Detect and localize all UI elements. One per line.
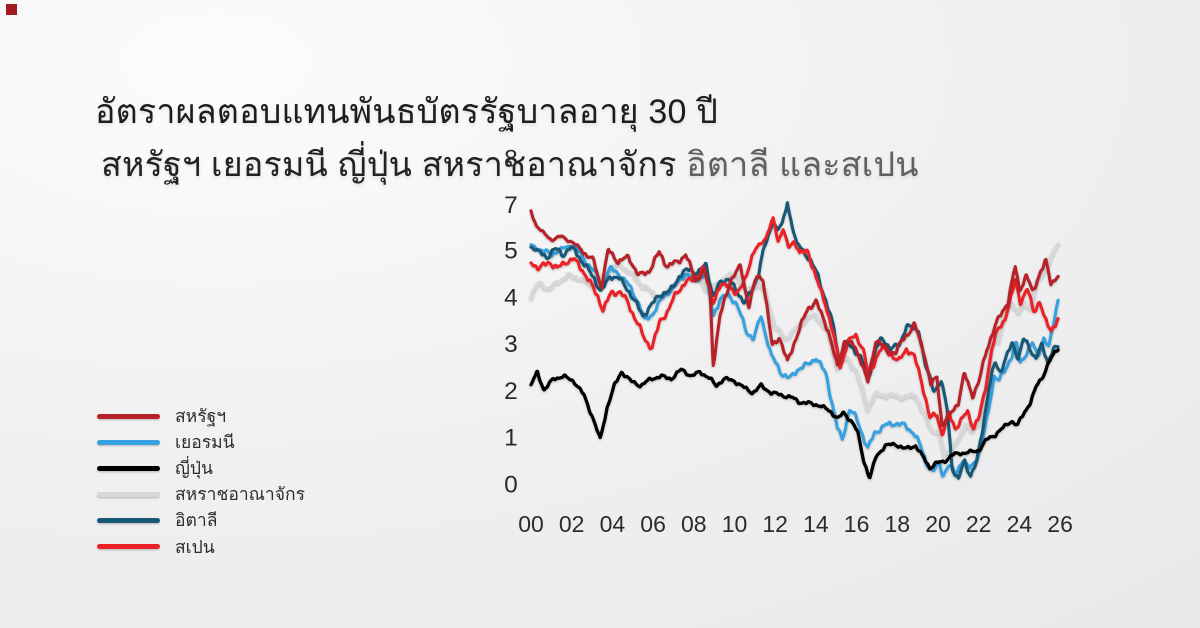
y-axis-tick-5: 5 [504,238,518,265]
x-axis-tick-14: 14 [803,511,829,537]
x-axis-tick-20: 20 [925,511,951,537]
legend-label-italy: อิตาลี [175,510,218,531]
legend-label-us: สหรัฐฯ [175,406,227,427]
legend-item-uk: สหราชอาณาจักร [97,481,305,507]
x-axis-tick-12: 12 [762,511,788,537]
legend-swatch-italy [97,517,160,523]
chart-subtitle: สหรัฐฯ เยอรมนี ญี่ปุ่น สหราชอาณาจักร อิต… [101,137,919,191]
legend-item-germany: เยอรมนี [97,429,305,455]
series-line-us [529,209,1060,428]
legend-label-japan: ญี่ปุ่น [175,458,213,479]
legend-item-italy: อิตาลี [97,507,305,533]
x-axis-tick-16: 16 [844,511,870,537]
x-axis-tick-00: 00 [518,511,544,537]
x-axis-tick-18: 18 [885,511,911,537]
y-axis-tick-4: 4 [504,284,518,311]
x-axis-tick-10: 10 [722,511,748,537]
legend-label-spain: สเปน [175,536,215,557]
legend-swatch-uk [97,491,160,497]
series-line-japan [529,348,1060,480]
chart-subtitle-secondary: อิตาลี และสเปน [686,146,919,184]
x-axis-tick-24: 24 [1007,511,1033,537]
series-line-germany [529,243,1060,478]
y-axis-tick-8: 8 [504,146,518,173]
x-axis-tick-06: 06 [640,511,666,537]
y-axis-tick-3: 3 [504,331,518,358]
legend-item-japan: ญี่ปุ่น [97,455,305,481]
y-axis-tick-7: 7 [504,192,518,219]
series-line-italy [529,201,1060,480]
x-axis-tick-26: 26 [1047,511,1073,537]
legend-swatch-japan [97,465,160,471]
brand-mark [6,4,17,15]
y-axis-tick-2: 2 [504,378,518,405]
legend-item-spain: สเปน [97,533,305,559]
x-axis-tick-02: 02 [559,511,585,537]
x-axis-tick-08: 08 [681,511,707,537]
y-axis-tick-0: 0 [504,472,518,499]
chart-title: อัตราผลตอบแทนพันธบัตรรัฐบาลอายุ 30 ปี [95,93,719,131]
legend-label-germany: เยอรมนี [175,432,235,453]
legend-swatch-spain [97,544,160,550]
legend-item-us: สหรัฐฯ [97,403,305,429]
legend-swatch-germany [97,439,160,445]
y-axis-tick-1: 1 [504,425,518,452]
x-axis-tick-22: 22 [966,511,992,537]
legend-swatch-us [97,413,160,419]
legend-label-uk: สหราชอาณาจักร [175,484,305,505]
chart-subtitle-primary: สหรัฐฯ เยอรมนี ญี่ปุ่น สหราชอาณาจักร [101,146,687,184]
legend: สหรัฐฯเยอรมนีญี่ปุ่นสหราชอาณาจักรอิตาลีส… [97,403,305,560]
x-axis-tick-04: 04 [600,511,626,537]
series-line-spain [529,216,1060,437]
